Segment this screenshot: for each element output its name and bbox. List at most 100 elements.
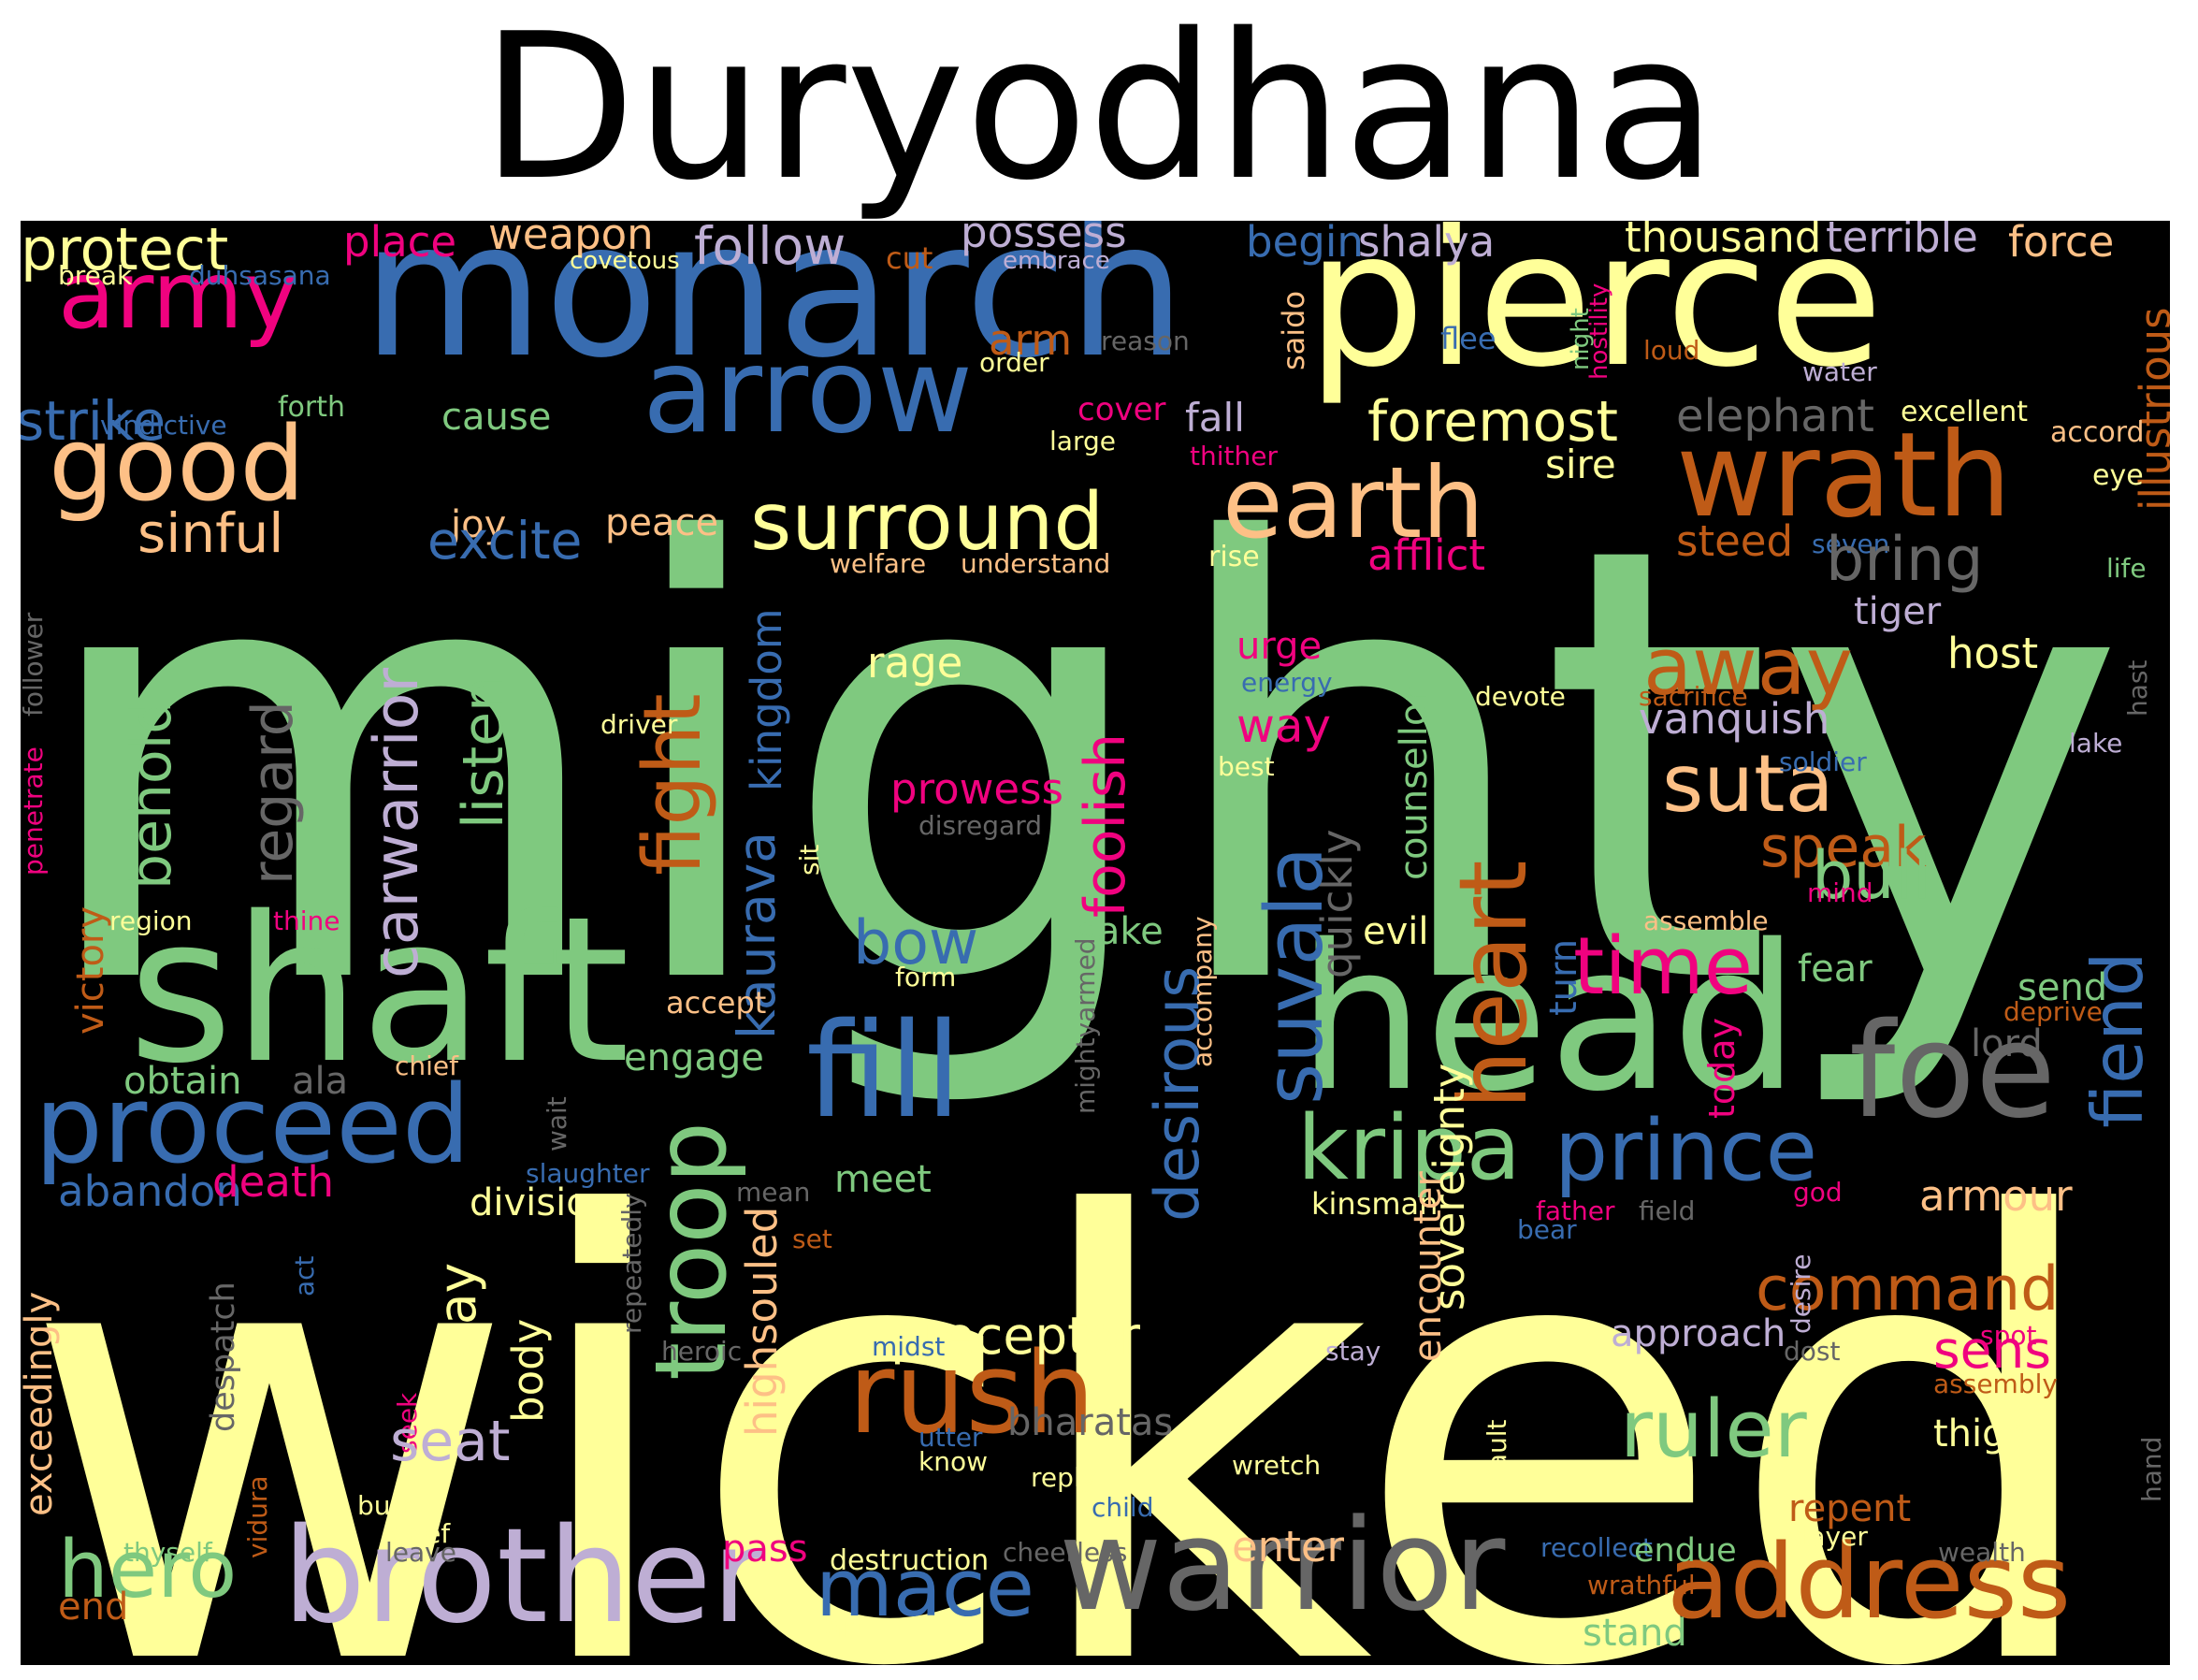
word-peace: peace (605, 501, 719, 544)
page-title: Duryodhana (481, 0, 1717, 224)
word-suvala: suvala (1249, 846, 1341, 1105)
word-arrow: arrow (643, 324, 974, 459)
word-meet: meet (834, 1158, 932, 1201)
word-utter: utter (918, 1422, 983, 1453)
word-disregard: disregard (918, 810, 1042, 841)
word-driver: driver (600, 709, 678, 740)
word-sit: sit (794, 844, 825, 876)
word-sake: sake (1077, 910, 1164, 953)
word-carwarrior: carwarrior (362, 667, 432, 978)
word-god: god (1793, 1177, 1843, 1208)
word-despatch: despatch (205, 1282, 242, 1432)
word-deprive: deprive (2003, 996, 2103, 1027)
word-head: head (1297, 901, 1800, 1136)
word-sire: sire (1545, 442, 1616, 487)
word-body: body (503, 1318, 553, 1423)
word-rise: rise (1208, 541, 1260, 573)
word-earth: earth (1222, 446, 1484, 560)
word-weapon: weapon (488, 221, 654, 259)
word-wealth: wealth (1938, 1537, 2026, 1568)
word-reply: reply (1031, 1462, 1097, 1493)
word-repent: repent (1788, 1487, 1912, 1530)
word-kingdom: kingdom (742, 608, 791, 791)
word-ala: ala (292, 1060, 349, 1103)
word-exceedingly: exceedingly (21, 1291, 61, 1516)
word-steed: steed (1676, 516, 1794, 566)
word-fear: fear (1798, 948, 1873, 991)
word-welfare: welfare (830, 548, 927, 579)
word-pierce: pierce (1307, 221, 1884, 409)
word-bharatas: bharatas (1007, 1401, 1174, 1444)
word-sacrifice: sacrifice (1639, 681, 1748, 712)
word-engage: engage (624, 1036, 764, 1079)
word-field: field (1639, 1195, 1696, 1226)
word-end: end (58, 1586, 129, 1629)
word-joy: joy (451, 503, 507, 546)
word-art: art (825, 1612, 865, 1644)
word-saido: saido (1276, 290, 1311, 370)
word-devote: devote (1475, 681, 1566, 712)
word-fill: fill (806, 995, 962, 1148)
word-midst: midst (872, 1331, 946, 1362)
word-hero: hero (58, 1524, 238, 1616)
word-kripa: kripa (1297, 1097, 1521, 1200)
word-time: time (1573, 920, 1754, 1013)
word-wrath: wrath (1676, 408, 2012, 543)
word-prince: prince (1555, 1102, 1818, 1200)
word-monarch: monarch (362, 221, 1187, 399)
word-burn: burn (357, 1490, 418, 1521)
word-turn: turn (1542, 938, 1585, 1016)
word-protect: protect (21, 221, 229, 283)
word-recollect: recollect (1540, 1532, 1653, 1563)
word-endue: endue (1634, 1532, 1737, 1570)
word-good: good (49, 404, 306, 524)
word-mind: mind (1807, 877, 1873, 908)
word-cause: cause (441, 396, 552, 439)
word-duhsasana: duhsasana (189, 260, 331, 291)
word-reason: reason (1101, 326, 1190, 356)
word-speak: speak (1760, 815, 1927, 880)
word-loud: loud (1643, 335, 1700, 366)
word-warrior: warrior (1059, 1492, 1506, 1639)
word-chief: chief (395, 1050, 459, 1081)
word-prowess: prowess (890, 764, 1063, 814)
word-abandon: abandon (58, 1166, 242, 1216)
word-proceed: proceed (35, 1063, 470, 1188)
word-approach: approach (1611, 1312, 1786, 1355)
word-tiger: tiger (1854, 590, 1942, 633)
word-dost: dost (1784, 1336, 1841, 1367)
word-hand: hand (2136, 1436, 2167, 1502)
word-fall: fall (1185, 395, 1245, 441)
word-fault: fault (1482, 1419, 1512, 1479)
word-preceptor: preceptor (890, 1306, 1140, 1366)
word-assemble: assemble (1643, 905, 1769, 936)
word-encounter: encounter (1407, 1171, 1450, 1362)
word-form: form (895, 962, 957, 992)
word-lord: lord (1971, 1022, 2043, 1065)
word-armour: armour (1919, 1171, 2073, 1221)
word-strike: strike (21, 389, 166, 453)
word-forth: forth (278, 391, 346, 424)
word-stay: stay (1325, 1336, 1381, 1367)
word-behold: behold (119, 698, 184, 891)
word-obtain: obtain (123, 1060, 242, 1103)
word-desire: desire (1786, 1253, 1816, 1335)
word-understand: understand (961, 548, 1111, 579)
word-energy: energy (1241, 667, 1333, 698)
word-thousand: thousand (1625, 221, 1822, 262)
word-enter: enter (1232, 1522, 1345, 1571)
word-mean: mean (736, 1177, 811, 1208)
word-penetrate: penetrate (21, 746, 49, 876)
word-vindictive: vindictive (100, 410, 227, 441)
word-wicked: wicked (21, 1093, 2112, 1665)
word-wretch: wretch (1232, 1450, 1322, 1481)
word-mighty: mighty (30, 419, 2128, 1116)
word-wrathful: wrathful (1587, 1570, 1696, 1600)
word-cloud: mighty wicked monarch pierce head shaft warrio… (21, 221, 2170, 1665)
word-host: host (1947, 629, 2039, 678)
word-bring: bring (1826, 525, 1984, 595)
word-urge: urge (1236, 625, 1323, 668)
word-follower: follower (21, 612, 49, 717)
word-excellent: excellent (1901, 396, 2029, 428)
word-cut: cut (886, 240, 933, 276)
